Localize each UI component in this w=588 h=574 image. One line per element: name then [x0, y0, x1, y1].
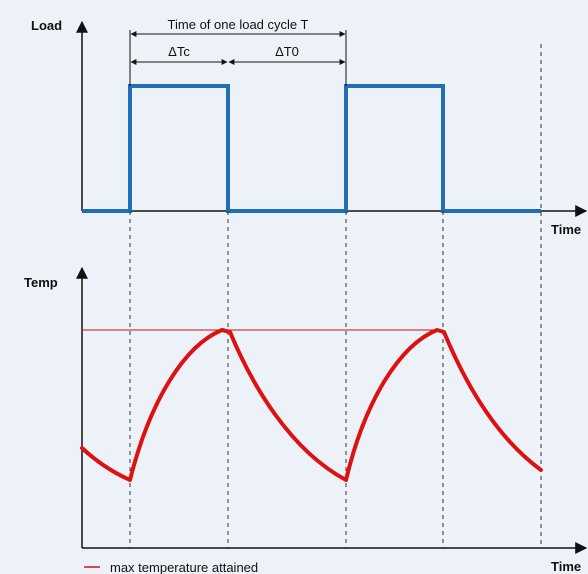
temp-y-label: Temp [24, 275, 58, 290]
load-x-label: Time [551, 222, 581, 237]
load-y-label: Load [31, 18, 62, 33]
temp-x-label: Time [551, 559, 581, 574]
load-square-wave [82, 84, 541, 213]
delta-t0-label: ΔT0 [275, 44, 299, 59]
delta-tc-label: ΔTc [168, 44, 190, 59]
dashed-guides [129, 44, 542, 548]
legend-label: max temperature attained [110, 560, 258, 574]
temperature-curve [80, 328, 543, 482]
cycle-bracket-label: Time of one load cycle T [168, 17, 309, 32]
